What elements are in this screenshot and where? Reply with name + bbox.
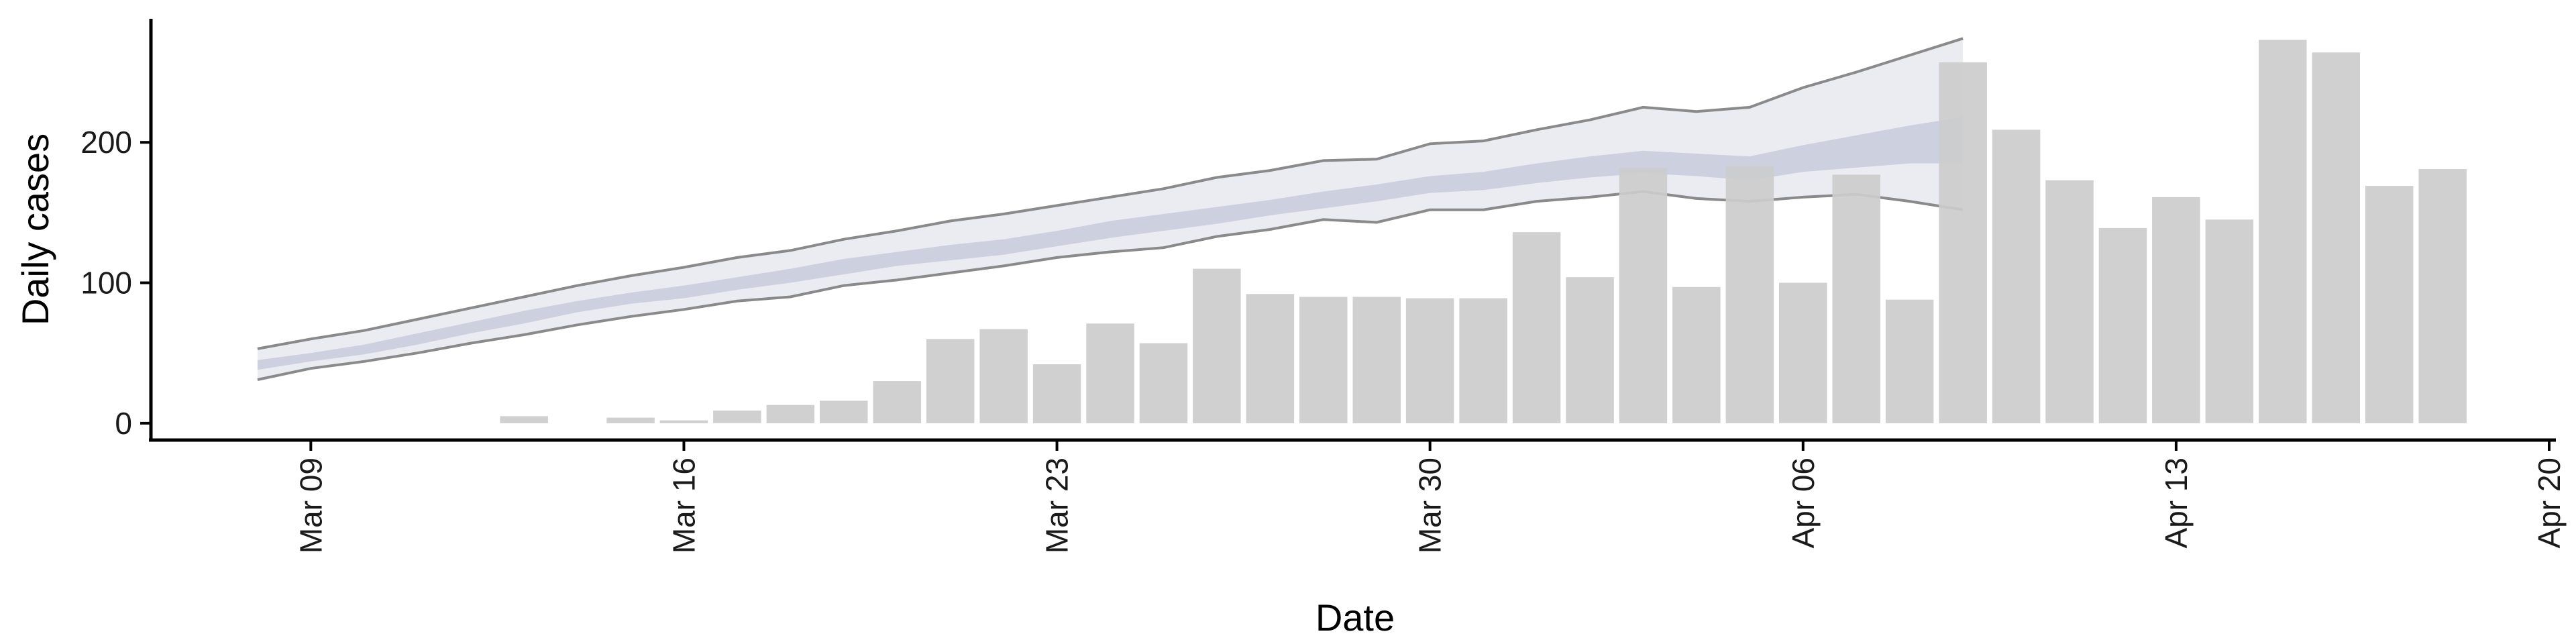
y-ticks: 0 100 200: [80, 125, 151, 441]
upper-interval-line: [257, 37, 1964, 350]
case-bar: [766, 405, 815, 423]
case-bar: [713, 411, 761, 423]
case-bar: [1246, 294, 1295, 423]
case-bar: [500, 416, 548, 423]
x-tick-label: Mar 30: [1413, 458, 1448, 553]
case-bar: [606, 417, 655, 423]
case-bar: [1512, 232, 1561, 423]
case-bar: [1299, 297, 1348, 423]
x-axis-title: Date: [1316, 596, 1395, 639]
case-bar: [1725, 166, 1774, 423]
case-bar: [1139, 343, 1188, 423]
case-bar: [1032, 364, 1081, 423]
case-bar: [1779, 282, 1827, 423]
case-bar: [1459, 298, 1507, 423]
case-bar: [926, 339, 975, 423]
axes: [149, 19, 2556, 442]
case-bar: [2259, 40, 2307, 423]
case-bar: [1619, 167, 1668, 423]
x-tick-label: Mar 23: [1040, 458, 1075, 553]
case-bar: [659, 420, 708, 423]
y-tick-label: 100: [80, 266, 132, 301]
case-bar: [2098, 227, 2147, 423]
case-bar: [2045, 180, 2094, 423]
inner-interval-band: [257, 117, 1964, 370]
x-tick-label: Mar 09: [293, 458, 328, 553]
case-bar: [1672, 286, 1721, 423]
case-bar: [1885, 299, 1934, 423]
lower-interval-line: [257, 190, 1964, 381]
case-bar: [1405, 298, 1454, 423]
case-bar: [979, 329, 1028, 423]
x-ticks: Mar 09 Mar 16 Mar 23 Mar 30 Apr 06 Apr 13 Apr …: [293, 440, 2567, 553]
x-tick-label: Apr 06: [1786, 458, 1821, 549]
case-bar: [1086, 323, 1134, 423]
case-bar: [1939, 62, 1987, 423]
estimate-bands: [257, 37, 1964, 381]
case-bar: [873, 381, 921, 423]
x-tick-label: Apr 13: [2159, 458, 2194, 549]
y-axis-title: Daily cases: [14, 133, 56, 325]
y-tick-label: 0: [115, 406, 132, 441]
case-bar: [1832, 174, 1880, 423]
case-bar: [1992, 129, 2041, 423]
case-bar: [1352, 297, 1401, 423]
case-bar: [2365, 186, 2414, 423]
case-bar: [1193, 268, 1241, 423]
x-tick-label: Mar 16: [666, 458, 701, 553]
y-tick-label: 200: [80, 125, 132, 160]
case-bar: [2205, 219, 2254, 423]
x-tick-label: Apr 20: [2532, 458, 2567, 549]
case-bars: [500, 40, 2467, 423]
case-bar: [2312, 52, 2360, 423]
case-bar: [2152, 197, 2200, 423]
case-bar: [820, 400, 868, 423]
case-bar: [2418, 169, 2467, 423]
case-bar: [1566, 277, 1614, 423]
